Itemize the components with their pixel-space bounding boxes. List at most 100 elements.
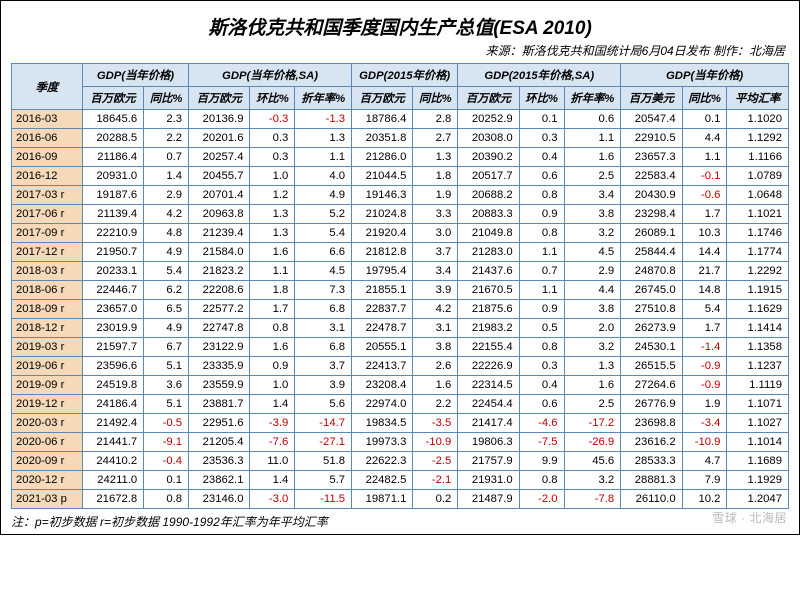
cell-value: 20688.2	[458, 186, 519, 205]
watermark: 雪球 · 北海居	[712, 509, 787, 526]
cell-value: 1.3	[564, 357, 621, 376]
cell-value: -7.5	[519, 433, 564, 452]
cell-value: 20883.3	[458, 205, 519, 224]
sub-yoy-1: 同比%	[144, 87, 189, 110]
cell-value: 1.1746	[727, 224, 789, 243]
cell-value: 1.1	[519, 243, 564, 262]
cell-value: 5.4	[295, 224, 352, 243]
cell-value: -3.9	[250, 414, 295, 433]
cell-value: 24186.4	[82, 395, 143, 414]
cell-value: 1.1	[295, 148, 352, 167]
cell-value: 18786.4	[352, 110, 413, 129]
cell-value: 1.1629	[727, 300, 789, 319]
cell-period: 2019-03 r	[12, 338, 83, 357]
cell-value: 0.9	[250, 357, 295, 376]
table-row: 2017-06 r21139.44.220963.81.35.221024.83…	[12, 205, 789, 224]
cell-value: 20233.1	[82, 262, 143, 281]
cell-value: 22210.9	[82, 224, 143, 243]
cell-value: 3.2	[564, 338, 621, 357]
cell-value: 3.2	[564, 471, 621, 490]
cell-value: 2.5	[564, 167, 621, 186]
cell-value: 1.2047	[727, 490, 789, 509]
sub-ann-1: 折年率%	[295, 87, 352, 110]
cell-value: -7.8	[564, 490, 621, 509]
table-row: 2020-06 r21441.7-9.121205.4-7.6-27.11997…	[12, 433, 789, 452]
cell-value: 21044.5	[352, 167, 413, 186]
cell-value: 1.1	[564, 129, 621, 148]
cell-value: 24211.0	[82, 471, 143, 490]
table-row: 2020-12 r24211.00.123862.11.45.722482.5-…	[12, 471, 789, 490]
sub-mileur-3: 百万欧元	[352, 87, 413, 110]
table-row: 2016-0318645.62.320136.9-0.3-1.318786.42…	[12, 110, 789, 129]
table-row: 2018-12 r23019.94.922747.80.83.122478.73…	[12, 319, 789, 338]
cell-value: 11.0	[250, 452, 295, 471]
cell-value: 3.4	[413, 262, 458, 281]
cell-value: 2.0	[564, 319, 621, 338]
cell-value: 0.8	[519, 186, 564, 205]
cell-value: 5.1	[144, 395, 189, 414]
cell-value: 21584.0	[189, 243, 250, 262]
cell-value: 19806.3	[458, 433, 519, 452]
table-row: 2019-06 r23596.65.123335.90.93.722413.72…	[12, 357, 789, 376]
colgroup-g4: GDP(2015年价格,SA)	[458, 64, 621, 87]
cell-value: 26745.0	[621, 281, 682, 300]
table-row: 2017-03 r19187.62.920701.41.24.919146.31…	[12, 186, 789, 205]
cell-period: 2020-12 r	[12, 471, 83, 490]
cell-value: 3.1	[295, 319, 352, 338]
cell-value: 1.3	[250, 205, 295, 224]
cell-value: 23881.7	[189, 395, 250, 414]
cell-value: 6.6	[295, 243, 352, 262]
table-row: 2018-06 r22446.76.222208.61.87.321855.13…	[12, 281, 789, 300]
sub-yoy-2: 同比%	[413, 87, 458, 110]
table-row: 2020-03 r21492.4-0.522951.6-3.9-14.71983…	[12, 414, 789, 433]
cell-value: 1.1915	[727, 281, 789, 300]
cell-value: 21757.9	[458, 452, 519, 471]
cell-value: 21139.4	[82, 205, 143, 224]
cell-value: 1.4	[144, 167, 189, 186]
cell-value: 0.8	[519, 338, 564, 357]
page-title: 斯洛伐克共和国季度国内生产总值(ESA 2010)	[11, 13, 789, 40]
cell-value: 21875.6	[458, 300, 519, 319]
cell-value: -2.0	[519, 490, 564, 509]
cell-value: 20390.2	[458, 148, 519, 167]
cell-value: 19795.4	[352, 262, 413, 281]
sub-mileur-2: 百万欧元	[189, 87, 250, 110]
cell-value: 0.3	[519, 357, 564, 376]
cell-value: 3.4	[564, 186, 621, 205]
cell-value: 3.8	[564, 300, 621, 319]
cell-value: 21437.6	[458, 262, 519, 281]
cell-value: 28533.3	[621, 452, 682, 471]
cell-value: 7.3	[295, 281, 352, 300]
cell-value: 51.8	[295, 452, 352, 471]
cell-value: 2.5	[564, 395, 621, 414]
colgroup-g3: GDP(2015年价格)	[352, 64, 458, 87]
cell-value: 1.8	[413, 167, 458, 186]
cell-value: 4.0	[295, 167, 352, 186]
cell-value: 22413.7	[352, 357, 413, 376]
cell-value: 20308.0	[458, 129, 519, 148]
colgroup-g1: GDP(当年价格)	[82, 64, 188, 87]
cell-value: 6.8	[295, 300, 352, 319]
cell-value: 1.7	[682, 205, 727, 224]
sub-ann-2: 折年率%	[564, 87, 621, 110]
cell-value: 22622.3	[352, 452, 413, 471]
cell-value: 3.8	[413, 338, 458, 357]
cell-value: 0.4	[519, 376, 564, 395]
cell-value: 2.6	[413, 357, 458, 376]
cell-value: 4.5	[295, 262, 352, 281]
cell-value: -0.5	[144, 414, 189, 433]
sub-mileur-1: 百万欧元	[82, 87, 143, 110]
cell-value: 9.9	[519, 452, 564, 471]
cell-value: 3.9	[413, 281, 458, 300]
cell-value: -10.9	[682, 433, 727, 452]
cell-value: 22478.7	[352, 319, 413, 338]
cell-value: 0.8	[519, 471, 564, 490]
sub-qoq-2: 环比%	[519, 87, 564, 110]
cell-value: 1.9	[682, 395, 727, 414]
cell-value: 1.1	[250, 262, 295, 281]
cell-value: 0.9	[519, 205, 564, 224]
cell-value: 5.7	[295, 471, 352, 490]
cell-value: 23536.3	[189, 452, 250, 471]
cell-value: 1.1774	[727, 243, 789, 262]
cell-value: 24519.8	[82, 376, 143, 395]
